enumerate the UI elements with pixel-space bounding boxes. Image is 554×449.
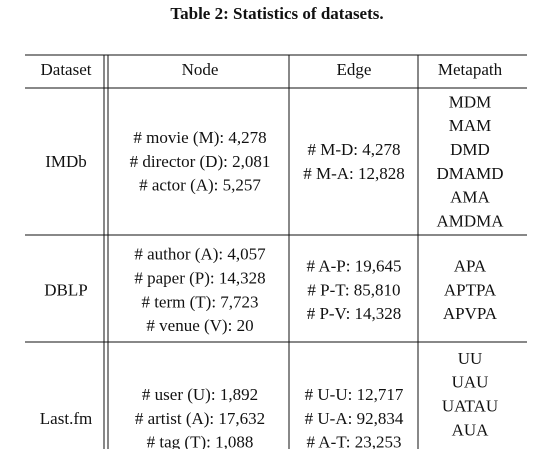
metapath: APTPA	[444, 280, 497, 299]
node-count: # movie (M): 4,278	[133, 128, 266, 147]
edge-count: # A-T: 23,253	[306, 433, 401, 449]
node-count: # author (A): 4,057	[134, 245, 266, 264]
node-count: # artist (A): 17,632	[135, 409, 265, 428]
metapath: AMA	[450, 188, 490, 207]
dataset-name: IMDb	[45, 152, 87, 171]
dataset-name: Last.fm	[40, 409, 92, 428]
node-count: # term (T): 7,723	[141, 292, 258, 311]
table-caption: Table 2: Statistics of datasets.	[170, 4, 383, 23]
edge-header: Edge	[337, 60, 372, 79]
edge-count: # U-A: 92,834	[305, 409, 404, 428]
metapath: UATAU	[442, 397, 498, 416]
metapath: UAU	[452, 373, 489, 392]
node-header: Node	[182, 60, 219, 79]
node-count: # user (U): 1,892	[142, 385, 258, 404]
edge-count: # A-P: 19,645	[307, 257, 402, 276]
node-count: # tag (T): 1,088	[147, 433, 254, 449]
edge-count: # P-T: 85,810	[307, 280, 400, 299]
metapath: APA	[454, 257, 487, 276]
node-count: # paper (P): 14,328	[134, 269, 265, 288]
metapath-header: Metapath	[438, 60, 503, 79]
edge-count: # U-U: 12,717	[305, 385, 404, 404]
dataset-header: Dataset	[41, 60, 92, 79]
metapath: MDM	[449, 92, 492, 111]
node-count: # venue (V): 20	[146, 316, 253, 335]
edge-count: # M-D: 4,278	[307, 140, 400, 159]
metapath: AMDMA	[436, 211, 504, 230]
metapath: AUA	[452, 420, 490, 439]
metapath: DMD	[450, 140, 490, 159]
dataset-name: DBLP	[44, 280, 87, 299]
node-count: # actor (A): 5,257	[139, 176, 261, 195]
edge-count: # M-A: 12,828	[303, 164, 405, 183]
metapath: MAM	[449, 116, 492, 135]
edge-count: # P-V: 14,328	[307, 304, 402, 323]
metapath: UU	[458, 349, 483, 368]
node-count: # director (D): 2,081	[130, 152, 271, 171]
metapath: APVPA	[443, 304, 498, 323]
metapath: DMAMD	[436, 164, 503, 183]
